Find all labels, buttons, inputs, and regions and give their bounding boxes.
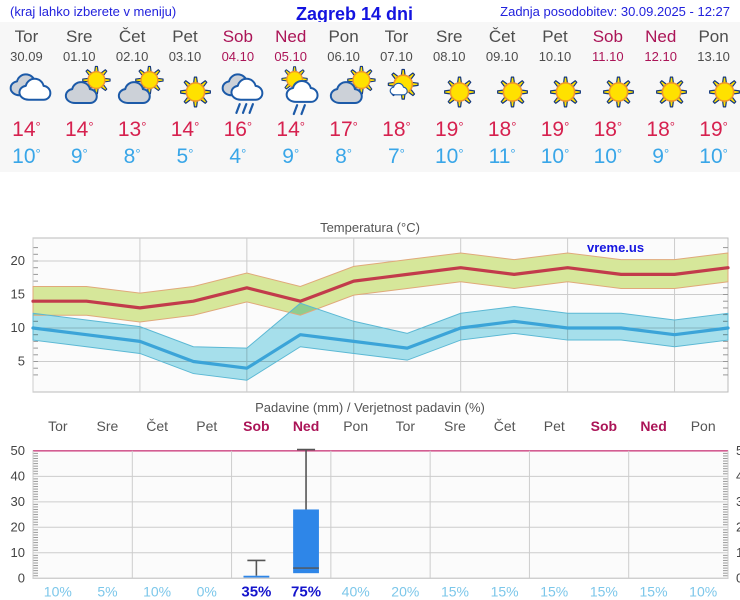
svg-text:10: 10 xyxy=(736,545,740,560)
svg-text:Čet: Čet xyxy=(494,418,516,434)
svg-text:10%: 10% xyxy=(689,583,717,599)
svg-text:15%: 15% xyxy=(590,583,618,599)
svg-text:40: 40 xyxy=(736,468,740,483)
svg-text:Pet: Pet xyxy=(196,418,217,434)
svg-text:20: 20 xyxy=(11,519,25,534)
svg-text:Pon: Pon xyxy=(691,418,716,434)
svg-text:Pet: Pet xyxy=(544,418,565,434)
svg-text:Sob: Sob xyxy=(591,418,617,434)
svg-text:50: 50 xyxy=(11,443,25,458)
svg-text:15%: 15% xyxy=(441,583,469,599)
svg-text:10%: 10% xyxy=(143,583,171,599)
svg-text:Sre: Sre xyxy=(444,418,466,434)
svg-text:Sob: Sob xyxy=(243,418,269,434)
svg-text:20: 20 xyxy=(11,253,25,268)
svg-text:15%: 15% xyxy=(640,583,668,599)
svg-text:0: 0 xyxy=(18,570,25,585)
svg-text:40: 40 xyxy=(11,468,25,483)
svg-text:5: 5 xyxy=(18,354,25,369)
svg-text:0%: 0% xyxy=(197,583,217,599)
svg-text:Padavine (mm) / Verjetnost pad: Padavine (mm) / Verjetnost padavin (%) xyxy=(255,400,485,415)
svg-text:Pon: Pon xyxy=(343,418,368,434)
svg-text:Ned: Ned xyxy=(293,418,319,434)
svg-text:Sre: Sre xyxy=(97,418,119,434)
svg-text:35%: 35% xyxy=(241,583,271,600)
svg-text:30: 30 xyxy=(11,494,25,509)
svg-text:0: 0 xyxy=(736,570,740,585)
svg-text:Temperatura (°C): Temperatura (°C) xyxy=(320,220,420,235)
svg-text:10: 10 xyxy=(11,545,25,560)
svg-text:5%: 5% xyxy=(97,583,117,599)
svg-text:vreme.us: vreme.us xyxy=(587,240,644,255)
svg-text:15%: 15% xyxy=(540,583,568,599)
svg-text:50: 50 xyxy=(736,443,740,458)
svg-text:10: 10 xyxy=(11,320,25,335)
svg-text:20: 20 xyxy=(736,519,740,534)
svg-text:Ned: Ned xyxy=(640,418,666,434)
svg-text:Čet: Čet xyxy=(146,418,168,434)
svg-text:10%: 10% xyxy=(44,583,72,599)
svg-text:75%: 75% xyxy=(291,583,321,600)
svg-text:15: 15 xyxy=(11,287,25,302)
svg-text:Tor: Tor xyxy=(396,418,416,434)
svg-text:15%: 15% xyxy=(491,583,519,599)
svg-text:20%: 20% xyxy=(391,583,419,599)
svg-text:Tor: Tor xyxy=(48,418,68,434)
svg-text:40%: 40% xyxy=(342,583,370,599)
svg-text:30: 30 xyxy=(736,494,740,509)
